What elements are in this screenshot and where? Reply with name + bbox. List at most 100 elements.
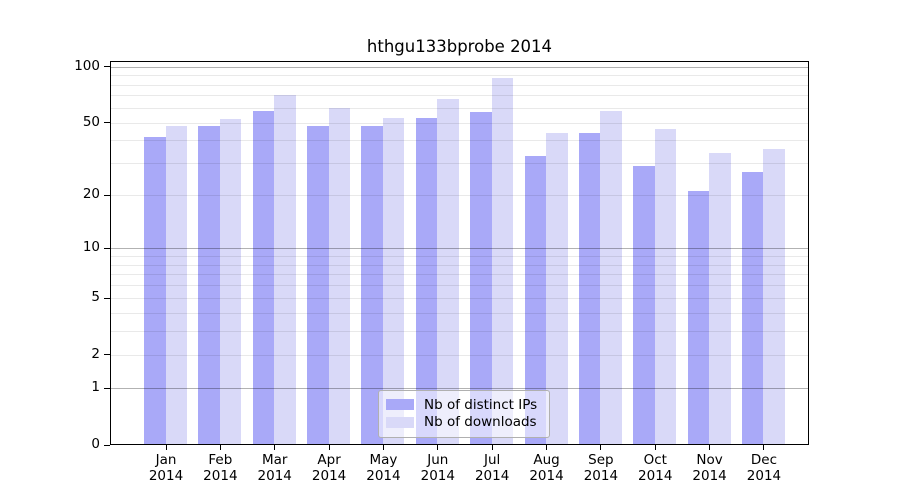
bar-distinct-ips-jun (415, 117, 438, 444)
x-tick-label-oct: Oct 2014 (623, 452, 687, 484)
gridline-30 (111, 163, 808, 165)
bar-distinct-ips-mar (252, 110, 275, 444)
bar-downloads-jul (491, 77, 514, 444)
y-tick-10 (104, 247, 110, 249)
y-tick-50 (104, 122, 110, 124)
x-tick-year-sep: 2014 (583, 468, 619, 484)
legend-label-distinct-ips: Nb of distinct IPs (424, 396, 538, 413)
y-tick-label-50: 50 (82, 113, 100, 130)
bar-downloads-mar (274, 95, 296, 444)
x-tick-month-dec: Dec (750, 452, 778, 468)
x-tick-month-jul: Jul (484, 452, 501, 468)
x-tick-month-feb: Feb (208, 452, 233, 468)
gridline-1 (111, 388, 808, 390)
y-tick-20 (104, 194, 110, 196)
bar-downloads-jan (165, 125, 187, 444)
bar-distinct-ips-feb (198, 125, 220, 444)
x-tick-jan (165, 445, 167, 450)
bar-distinct-ips-dec (741, 171, 764, 444)
bar-distinct-ips-oct (633, 166, 655, 444)
gridline-4 (111, 313, 808, 314)
bar-distinct-ips-nov (687, 191, 710, 444)
y-tick-label-100: 100 (74, 57, 100, 74)
legend-label-downloads: Nb of downloads (424, 414, 537, 431)
gridline-50 (111, 122, 808, 124)
bar-downloads-dec (763, 148, 785, 444)
bar-downloads-sep (600, 110, 622, 444)
gridline-20 (111, 195, 808, 197)
x-tick-jun (437, 445, 439, 450)
y-tick-100 (104, 66, 110, 67)
x-tick-month-jan: Jan (155, 452, 177, 468)
x-tick-month-aug: Aug (533, 452, 560, 468)
x-tick-label-may: May 2014 (351, 452, 415, 484)
x-tick-aug (546, 445, 548, 450)
gridline-70 (111, 95, 808, 97)
x-tick-jul (491, 445, 493, 450)
legend-swatch-downloads (386, 416, 414, 428)
bar-distinct-ips-sep (578, 132, 601, 444)
legend-swatch-distinct-ips (386, 399, 414, 411)
y-tick-label-0: 0 (91, 436, 100, 452)
gridline-40 (111, 140, 808, 142)
x-tick-year-oct: 2014 (638, 468, 673, 484)
x-tick-year-nov: 2014 (692, 468, 727, 484)
bar-distinct-ips-apr (307, 125, 329, 444)
bar-downloads-nov (709, 153, 731, 444)
x-tick-label-dec: Dec 2014 (732, 452, 796, 484)
legend: Nb of distinct IPs Nb of downloads (378, 390, 551, 438)
bar-distinct-ips-jan (144, 136, 166, 444)
x-tick-month-apr: Apr (317, 452, 341, 468)
x-tick-may (382, 445, 384, 450)
y-tick-label-1: 1 (91, 379, 100, 396)
x-tick-sep (600, 445, 602, 450)
x-tick-mar (274, 445, 276, 450)
x-tick-dec (763, 445, 765, 450)
x-tick-apr (328, 445, 330, 450)
y-tick-label-2: 2 (91, 345, 100, 362)
chart-title: hthgu133bprobe 2014 (366, 37, 553, 56)
x-tick-nov (709, 445, 711, 450)
y-tick-label-5: 5 (91, 289, 100, 306)
gridline-5 (111, 298, 808, 300)
gridline-9 (111, 256, 808, 258)
y-tick-label-10: 10 (82, 239, 100, 256)
y-tick-0 (104, 444, 110, 446)
x-tick-label-mar: Mar 2014 (243, 452, 307, 484)
y-tick-1 (104, 387, 110, 389)
bar-downloads-jun (437, 98, 459, 444)
legend-item-distinct-ips: Nb of distinct IPs (386, 396, 537, 414)
gridline-80 (111, 84, 808, 86)
x-tick-label-apr: Apr 2014 (297, 452, 361, 484)
x-tick-label-aug: Aug 2014 (515, 452, 579, 484)
y-tick-2 (104, 354, 110, 356)
bar-distinct-ips-aug (524, 155, 547, 444)
x-tick-label-sep: Sep 2014 (569, 452, 633, 484)
x-tick-year-jul: 2014 (474, 468, 510, 484)
x-tick-label-jul: Jul 2014 (460, 452, 524, 484)
x-tick-month-mar: Mar (261, 452, 288, 468)
x-tick-year-apr: 2014 (311, 468, 347, 484)
gridline-10 (111, 248, 808, 250)
gridline-7 (111, 274, 808, 276)
x-tick-label-jun: Jun 2014 (406, 452, 470, 484)
x-tick-month-sep: Sep (588, 452, 614, 468)
y-tick-label-20: 20 (82, 186, 100, 203)
plot-area (110, 61, 809, 445)
x-tick-label-feb: Feb 2014 (188, 452, 252, 484)
bar-downloads-feb (219, 119, 242, 444)
gridline-100 (111, 66, 808, 68)
gridline-90 (111, 75, 808, 77)
x-tick-label-jan: Jan 2014 (134, 452, 198, 484)
x-tick-year-may: 2014 (366, 468, 401, 484)
gridline-2 (111, 354, 808, 356)
x-tick-label-nov: Nov 2014 (678, 452, 742, 484)
x-tick-year-dec: 2014 (746, 468, 782, 484)
bar-distinct-ips-jul (470, 111, 492, 444)
bar-distinct-ips-may (361, 125, 383, 444)
x-tick-year-aug: 2014 (529, 468, 564, 484)
gridline-8 (111, 264, 808, 266)
gridline-6 (111, 285, 808, 287)
x-tick-month-may: May (369, 452, 398, 468)
